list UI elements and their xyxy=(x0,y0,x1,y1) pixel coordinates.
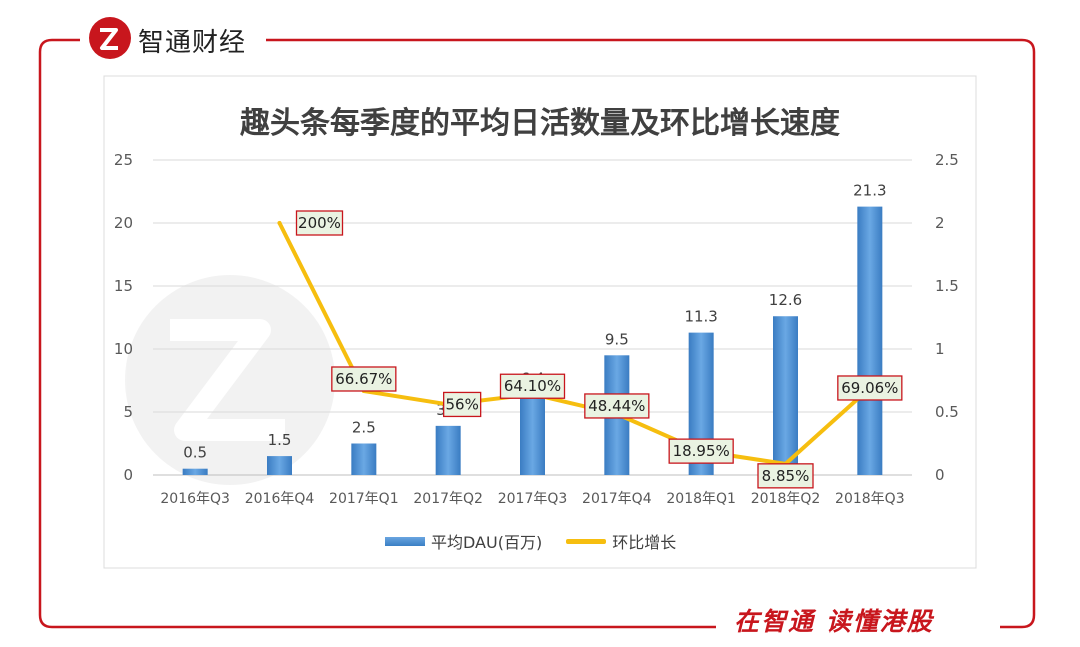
y-right-tick-label: 0 xyxy=(935,466,945,484)
growth-label-box xyxy=(499,373,566,399)
y-right-tick-label: 2.5 xyxy=(935,151,959,169)
growth-point xyxy=(277,221,282,225)
x-tick-label: 2018年Q1 xyxy=(666,491,736,507)
x-tick-label: 2017年Q2 xyxy=(413,491,483,507)
x-tick-label: 2018年Q2 xyxy=(751,491,821,507)
x-tick-label: 2017年Q3 xyxy=(498,491,568,507)
x-tick-label: 2018年Q3 xyxy=(835,491,905,507)
brand-logo-icon xyxy=(89,17,131,59)
legend-dau-label: 平均DAU(百万) xyxy=(431,533,543,552)
y-right-tick-label: 1 xyxy=(935,340,945,358)
growth-data-label: 69.06% xyxy=(841,379,898,397)
legend-growth-label: 环比增长 xyxy=(612,533,677,552)
growth-data-label: 48.44% xyxy=(588,397,645,415)
growth-label-box xyxy=(668,438,734,464)
bar xyxy=(182,468,208,475)
y-left-tick-label: 5 xyxy=(123,403,133,421)
growth-data-label: 64.10% xyxy=(504,377,561,395)
y-left-tick-label: 25 xyxy=(114,151,133,169)
y-right-tick-label: 0.5 xyxy=(935,403,959,421)
bar-data-label: 21.3 xyxy=(853,182,886,200)
bar xyxy=(435,425,461,475)
growth-data-label: 66.67% xyxy=(335,370,392,388)
growth-line xyxy=(277,221,872,466)
bar-data-label: 12.6 xyxy=(769,291,802,309)
x-tick-label: 2017年Q4 xyxy=(582,491,652,507)
bar xyxy=(520,394,545,475)
brand-slogan: 在智通 读懂港股 xyxy=(734,607,934,636)
bar-data-label: 9.5 xyxy=(605,330,629,348)
bar-data-label: 11.3 xyxy=(684,308,717,326)
y-left-tick-label: 10 xyxy=(114,340,133,358)
bar-data-label: 0.5 xyxy=(183,444,207,462)
growth-label-box xyxy=(443,391,482,418)
growth-data-label: 56% xyxy=(445,395,478,413)
x-tick-label: 2017年Q1 xyxy=(329,491,399,507)
watermark-logo-icon xyxy=(125,275,335,485)
chart-title: 趣头条每季度的平均日活数量及环比增长速度 xyxy=(240,106,840,141)
growth-label-box xyxy=(837,375,903,401)
growth-label-box xyxy=(295,210,344,236)
x-tick-label: 2016年Q3 xyxy=(160,491,230,507)
x-tick-label: 2016年Q4 xyxy=(245,491,315,507)
legend-line-swatch xyxy=(566,538,607,544)
brand-name: 智通财经 xyxy=(138,28,247,58)
chart-legend: 平均DAU(百万) 环比增长 xyxy=(385,529,676,553)
y-left-tick-label: 15 xyxy=(114,277,133,295)
bar xyxy=(351,443,377,475)
growth-label-box xyxy=(584,393,650,419)
growth-data-label: 8.85% xyxy=(762,467,810,485)
y-right-tick-label: 1.5 xyxy=(935,277,959,295)
y-left-tick-label: 20 xyxy=(114,214,133,232)
bar-data-label: 2.5 xyxy=(352,419,376,437)
growth-label-box xyxy=(757,463,814,489)
bar xyxy=(857,206,883,475)
bar xyxy=(267,456,292,475)
y-left-tick-label: 0 xyxy=(123,466,133,484)
growth-data-label: 200% xyxy=(298,214,341,232)
y-right-tick-label: 2 xyxy=(935,214,945,232)
bar-data-label: 1.5 xyxy=(268,431,292,449)
legend-bar-swatch xyxy=(385,536,425,546)
growth-data-label: 18.95% xyxy=(673,442,730,460)
growth-label-box xyxy=(331,366,397,392)
bar xyxy=(773,316,798,475)
